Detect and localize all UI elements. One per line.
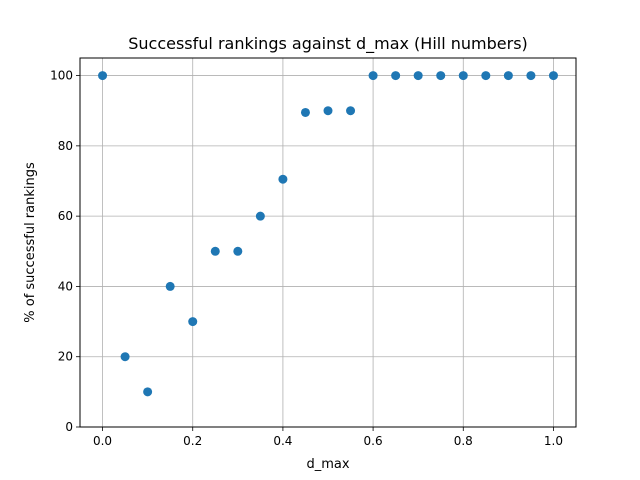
- y-tick-label: 0: [65, 420, 73, 434]
- data-point: [233, 246, 243, 256]
- data-point: [526, 71, 536, 81]
- data-point: [323, 106, 333, 116]
- data-point: [188, 317, 198, 327]
- data-point: [120, 352, 130, 362]
- x-tick-label: 0.8: [454, 434, 473, 448]
- data-point: [458, 71, 468, 81]
- data-point: [143, 387, 153, 397]
- plot-frame: [79, 57, 577, 428]
- y-tick-label: 40: [58, 279, 73, 293]
- x-tick-label: 0.0: [93, 434, 112, 448]
- data-point: [503, 71, 513, 81]
- data-point: [255, 211, 265, 221]
- axis-ticks: 0.0 0.2 0.4 0.6 0.8 1.0 0 20 40 60 80 100: [50, 69, 563, 448]
- data-point: [368, 71, 378, 81]
- y-tick-label: 60: [58, 209, 73, 223]
- data-points: [98, 71, 558, 397]
- x-tick-label: 0.6: [364, 434, 383, 448]
- data-point: [165, 281, 175, 291]
- x-tick-label: 0.2: [183, 434, 202, 448]
- data-point: [346, 106, 356, 116]
- data-point: [210, 246, 220, 256]
- data-point: [413, 71, 423, 81]
- data-point: [300, 107, 310, 117]
- y-tick-label: 20: [58, 350, 73, 364]
- y-tick-label: 100: [50, 69, 73, 83]
- data-point: [98, 71, 108, 81]
- data-point: [548, 71, 558, 81]
- x-tick-label: 1.0: [544, 434, 563, 448]
- data-point: [391, 71, 401, 81]
- chart-title: Successful rankings against d_max (Hill …: [128, 34, 528, 54]
- y-axis-label: % of successful rankings: [23, 162, 38, 323]
- y-tick-label: 80: [58, 139, 73, 153]
- x-axis-label: d_max: [306, 457, 349, 472]
- data-point: [436, 71, 446, 81]
- x-tick-label: 0.4: [273, 434, 292, 448]
- data-point: [481, 71, 491, 81]
- data-point: [278, 174, 288, 184]
